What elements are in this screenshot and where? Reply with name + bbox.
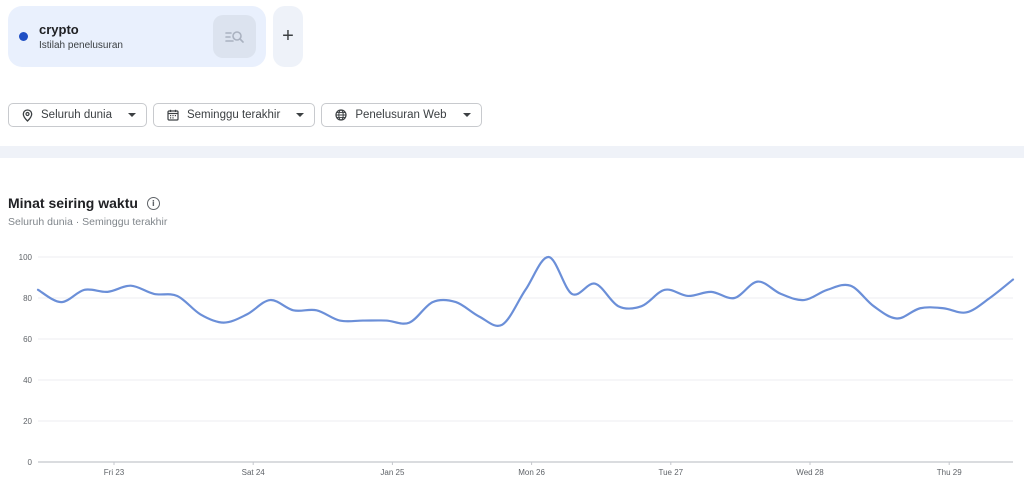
info-icon[interactable]: i (146, 196, 160, 210)
x-tick-label: Mon 26 (518, 468, 545, 477)
y-tick-label: 60 (23, 335, 32, 344)
term-name: crypto (39, 22, 79, 37)
search-term-card[interactable]: crypto Istilah penelusuran (8, 6, 266, 67)
series-line-crypto[interactable] (36, 255, 1015, 327)
location-filter-label: Seluruh dunia (41, 109, 112, 121)
y-tick-label: 100 (19, 253, 33, 262)
term-type-label: Istilah penelusuran (39, 40, 123, 51)
interest-over-time-chart[interactable]: 0 20 40 60 80 100 Fri 23 Sat 24 Jan 25 Mon 26 Tue … (0, 240, 1024, 488)
search-list-icon (224, 30, 244, 43)
globe-icon (335, 109, 347, 121)
x-tick-label: Tue 27 (658, 468, 683, 477)
search-type-filter-dropdown[interactable]: Penelusuran Web (321, 103, 482, 127)
filter-bar: Seluruh dunia Seminggu terakhir Penelusu… (8, 103, 482, 127)
y-tick-label: 80 (23, 294, 32, 303)
y-tick-label: 0 (28, 458, 33, 467)
time-range-filter-label: Seminggu terakhir (186, 109, 281, 121)
section-divider (0, 146, 1024, 158)
x-tick-label: Thu 29 (937, 468, 962, 477)
chart-subtitle: Seluruh dunia · Seminggu terakhir (8, 216, 168, 228)
calendar-icon (167, 109, 179, 121)
search-type-filter-label: Penelusuran Web (355, 109, 447, 121)
location-pin-icon (22, 108, 33, 122)
add-term-button[interactable]: + (273, 6, 303, 67)
chart-title-row: Minat seiring waktu i (8, 195, 160, 211)
term-color-dot (19, 32, 28, 41)
x-tick-label: Wed 28 (796, 468, 824, 477)
x-tick-label: Jan 25 (380, 468, 405, 477)
chevron-down-icon (127, 113, 136, 117)
location-filter-dropdown[interactable]: Seluruh dunia (8, 103, 147, 127)
chevron-down-icon (296, 113, 305, 117)
x-tick-label: Fri 23 (104, 468, 125, 477)
chart-title: Minat seiring waktu (8, 195, 138, 211)
time-range-filter-dropdown[interactable]: Seminggu terakhir (152, 103, 316, 127)
plus-icon: + (282, 25, 294, 47)
chevron-down-icon (462, 113, 471, 117)
x-tick-label: Sat 24 (242, 468, 266, 477)
y-tick-label: 40 (23, 376, 32, 385)
term-search-button[interactable] (213, 15, 256, 58)
y-tick-label: 20 (23, 417, 32, 426)
